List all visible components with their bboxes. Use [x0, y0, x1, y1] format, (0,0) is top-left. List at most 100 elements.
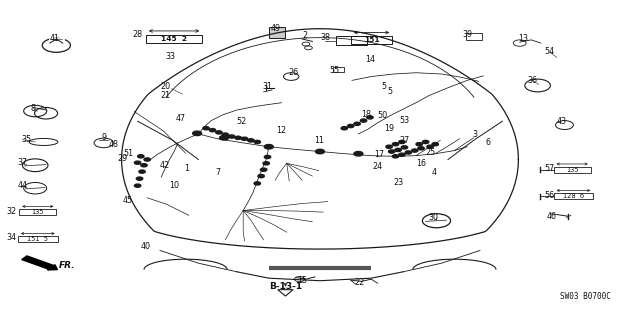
- Text: 17: 17: [374, 150, 384, 159]
- Text: 10: 10: [169, 181, 179, 190]
- Circle shape: [416, 143, 422, 146]
- Text: 35: 35: [22, 135, 32, 144]
- Text: 5: 5: [381, 82, 387, 91]
- Text: 14: 14: [365, 56, 375, 64]
- Circle shape: [427, 145, 433, 148]
- Text: 51: 51: [123, 149, 133, 158]
- Circle shape: [141, 164, 147, 167]
- Circle shape: [138, 155, 144, 158]
- Text: 5: 5: [388, 87, 393, 96]
- Text: 27: 27: [399, 137, 410, 145]
- Bar: [333, 67, 344, 72]
- Text: 48: 48: [109, 140, 119, 149]
- Text: 7: 7: [215, 168, 220, 177]
- Text: SW03 B0700C: SW03 B0700C: [560, 292, 611, 300]
- Circle shape: [348, 124, 354, 128]
- Text: 32: 32: [6, 207, 17, 216]
- Text: 2: 2: [302, 31, 307, 40]
- Circle shape: [209, 129, 216, 132]
- Circle shape: [203, 127, 209, 130]
- Text: 43: 43: [557, 117, 567, 126]
- Text: 57: 57: [544, 164, 554, 173]
- Text: 40: 40: [141, 242, 151, 251]
- Text: 54: 54: [544, 47, 554, 56]
- Text: 45: 45: [123, 196, 133, 205]
- Text: 30: 30: [429, 213, 439, 222]
- Text: 9: 9: [101, 133, 106, 142]
- Circle shape: [263, 162, 269, 165]
- Circle shape: [193, 131, 202, 136]
- Text: FR.: FR.: [59, 261, 76, 270]
- Circle shape: [241, 137, 248, 140]
- Text: 4: 4: [431, 168, 436, 177]
- Circle shape: [220, 136, 228, 140]
- Text: 37: 37: [17, 158, 28, 167]
- Text: 11: 11: [314, 136, 324, 145]
- Text: 33: 33: [166, 52, 176, 61]
- Circle shape: [235, 136, 241, 139]
- Circle shape: [316, 149, 324, 154]
- Text: 18: 18: [361, 110, 371, 119]
- Circle shape: [136, 177, 143, 180]
- Circle shape: [412, 149, 418, 152]
- Circle shape: [264, 145, 273, 149]
- Text: 15: 15: [297, 276, 307, 285]
- Circle shape: [222, 133, 228, 136]
- Circle shape: [395, 148, 401, 152]
- Text: 34: 34: [6, 233, 17, 242]
- Text: 6: 6: [485, 138, 490, 147]
- Circle shape: [354, 152, 363, 156]
- Circle shape: [354, 122, 360, 125]
- Text: 151: 151: [364, 37, 380, 43]
- Text: 135: 135: [31, 209, 44, 215]
- Circle shape: [392, 155, 399, 158]
- Text: 46: 46: [547, 212, 557, 221]
- Circle shape: [388, 150, 395, 153]
- Circle shape: [386, 145, 392, 148]
- Text: 26: 26: [288, 68, 298, 77]
- Circle shape: [432, 143, 438, 146]
- Text: 13: 13: [518, 34, 529, 43]
- Circle shape: [418, 147, 424, 150]
- Circle shape: [405, 151, 412, 154]
- Text: 19: 19: [384, 124, 394, 133]
- Circle shape: [144, 158, 150, 161]
- Text: 135: 135: [566, 167, 579, 173]
- Text: 3: 3: [472, 130, 477, 139]
- Circle shape: [139, 170, 145, 173]
- Text: 21: 21: [160, 91, 170, 100]
- Circle shape: [399, 140, 405, 144]
- Circle shape: [260, 168, 267, 171]
- FancyArrow shape: [22, 256, 58, 270]
- Text: B-13-1: B-13-1: [269, 282, 302, 291]
- Circle shape: [392, 143, 399, 146]
- Text: 49: 49: [270, 24, 280, 33]
- Text: 16: 16: [416, 159, 426, 168]
- Circle shape: [367, 116, 373, 119]
- Circle shape: [248, 139, 254, 142]
- Circle shape: [422, 140, 429, 144]
- Text: 47: 47: [175, 114, 186, 123]
- Text: 128  6: 128 6: [563, 193, 584, 199]
- Text: 56: 56: [544, 191, 554, 200]
- Circle shape: [401, 146, 408, 149]
- Circle shape: [264, 155, 271, 159]
- Text: 55: 55: [329, 66, 339, 75]
- Text: 24: 24: [372, 162, 383, 171]
- Text: 31: 31: [262, 82, 273, 91]
- Circle shape: [134, 184, 141, 187]
- Circle shape: [134, 161, 141, 164]
- Circle shape: [228, 135, 235, 138]
- Text: 23: 23: [393, 178, 403, 187]
- Circle shape: [360, 119, 367, 122]
- Text: 36: 36: [527, 76, 538, 85]
- Circle shape: [399, 153, 405, 156]
- Text: 50: 50: [378, 111, 388, 120]
- Circle shape: [254, 140, 260, 144]
- Text: 1: 1: [184, 164, 189, 173]
- Text: 52: 52: [237, 117, 247, 126]
- Text: 38: 38: [320, 33, 330, 42]
- Text: 28: 28: [132, 30, 143, 39]
- Text: 29: 29: [118, 154, 128, 163]
- Text: 44: 44: [17, 181, 28, 190]
